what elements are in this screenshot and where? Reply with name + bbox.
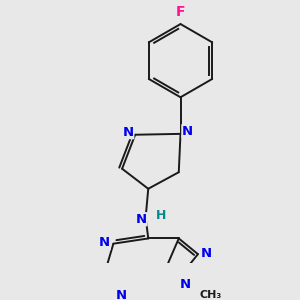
Text: CH₃: CH₃ [199,290,221,300]
Text: N: N [116,290,127,300]
Text: N: N [123,126,134,139]
Text: N: N [99,236,110,249]
Text: N: N [201,247,212,260]
Text: N: N [136,213,147,226]
Text: H: H [156,209,166,222]
Text: N: N [182,125,193,138]
Text: F: F [176,5,185,19]
Text: N: N [179,278,191,291]
